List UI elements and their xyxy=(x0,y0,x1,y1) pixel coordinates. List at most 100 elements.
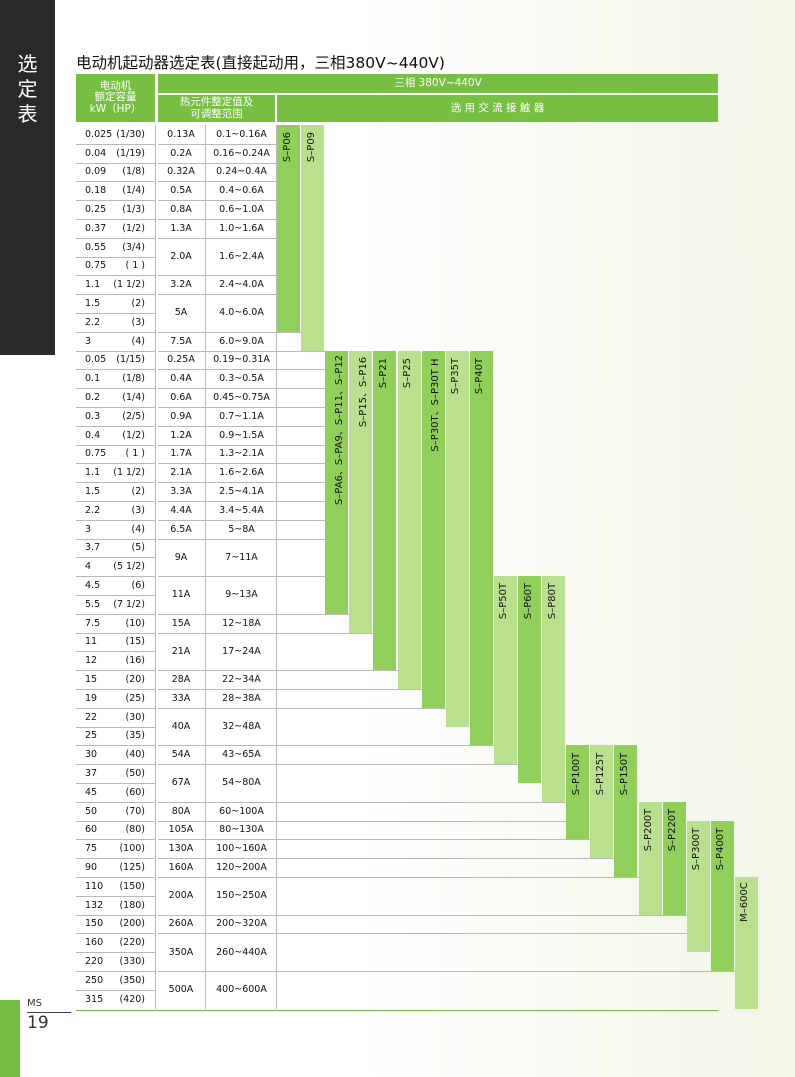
motor-kw: 0.05 xyxy=(85,354,107,366)
thermal-line xyxy=(158,331,276,333)
row-line xyxy=(76,331,155,333)
row-line xyxy=(76,707,155,709)
motor-hp: (220) xyxy=(119,937,145,949)
thermal-rating: 21A xyxy=(171,645,191,657)
motor-kw: 0.3 xyxy=(85,410,101,422)
contactor-bar xyxy=(301,125,325,351)
row-line xyxy=(76,839,155,841)
thermal-line xyxy=(158,538,276,540)
contactor-bar xyxy=(325,350,349,614)
range-line xyxy=(276,971,735,972)
motor-hp: (30) xyxy=(125,711,145,723)
thermal-range: 32~48A xyxy=(222,721,261,733)
header-thermal-line2: 可调整范围 xyxy=(190,107,243,120)
thermal-rating: 260A xyxy=(168,918,194,930)
footer-divider xyxy=(27,1012,71,1013)
row-line xyxy=(76,914,155,916)
thermal-line xyxy=(158,877,276,878)
row-line xyxy=(76,783,155,784)
motor-hp: ( 1 ) xyxy=(125,260,146,272)
thermal-line xyxy=(158,745,276,747)
motor-hp: (70) xyxy=(125,805,145,817)
row-line xyxy=(76,971,155,972)
contactor-label: S–P25 xyxy=(402,357,414,388)
thermal-line xyxy=(158,839,276,841)
contactor-label: S–P09 xyxy=(305,131,317,163)
thermal-range: 100~160A xyxy=(216,843,267,855)
row-line xyxy=(76,651,155,653)
thermal-line xyxy=(158,689,276,690)
contactor-bar xyxy=(469,350,493,746)
contactor-label: S–P400T xyxy=(715,827,727,871)
thermal-rating: 33A xyxy=(171,692,191,704)
range-line xyxy=(276,933,687,935)
row-line xyxy=(76,952,155,954)
thermal-range: 0.16~0.24A xyxy=(213,147,270,159)
motor-hp: (15) xyxy=(125,636,145,648)
range-line xyxy=(276,914,687,916)
thermal-range: 1.0~1.6A xyxy=(219,222,264,234)
range-line xyxy=(276,858,615,860)
range-line xyxy=(276,576,326,578)
row-line xyxy=(76,143,155,145)
contactor-label: S–P30T、S–P30T H xyxy=(430,358,442,452)
motor-kw: 0.2 xyxy=(85,392,101,404)
thermal-rating: 40A xyxy=(171,721,191,733)
contactor-bar xyxy=(734,877,758,1009)
header-motor: 电动机 额定容量 kW（HP） xyxy=(76,74,155,122)
thermal-range: 1.6~2.6A xyxy=(219,467,264,479)
thermal-range: 2.5~4.1A xyxy=(219,486,264,498)
motor-kw: 1.1 xyxy=(85,279,101,291)
motor-hp: (6) xyxy=(131,580,145,592)
row-line xyxy=(76,764,155,766)
motor-hp: (60) xyxy=(125,786,145,798)
row-line xyxy=(76,726,155,728)
thermal-line xyxy=(158,162,276,164)
motor-hp: (2) xyxy=(131,298,145,310)
contactor-bar xyxy=(566,745,590,840)
row-line xyxy=(76,613,155,615)
thermal-range: 2.4~4.0A xyxy=(219,279,264,291)
thermal-rating: 500A xyxy=(168,984,194,996)
motor-hp: (1/2) xyxy=(122,429,145,441)
motor-kw: 220 xyxy=(85,956,104,968)
range-line xyxy=(276,444,326,446)
thermal-rating: 5A xyxy=(174,307,188,319)
row-line xyxy=(76,501,155,502)
motor-hp: (40) xyxy=(125,749,145,761)
motor-kw: 132 xyxy=(85,899,104,911)
motor-kw: 0.37 xyxy=(85,222,107,234)
motor-kw: 60 xyxy=(85,824,98,836)
thermal-line xyxy=(158,181,276,183)
thermal-line xyxy=(158,143,276,145)
row-line xyxy=(76,313,155,314)
thermal-rating: 1.7A xyxy=(170,448,192,460)
thermal-range: 3.4~5.4A xyxy=(219,504,264,516)
range-line xyxy=(276,482,326,484)
thermal-line xyxy=(158,482,276,484)
thermal-range: 0.1~0.16A xyxy=(216,128,267,140)
thermal-range: 0.4~0.6A xyxy=(219,185,264,197)
row-line xyxy=(76,989,155,991)
thermal-range: 43~65A xyxy=(222,749,261,761)
thermal-line xyxy=(158,444,276,446)
motor-hp: (1/3) xyxy=(122,204,145,216)
range-line xyxy=(276,820,567,822)
header-motor-line2: 额定容量 xyxy=(94,91,137,104)
range-line xyxy=(276,801,567,803)
contactor-label: S–P125T xyxy=(594,752,606,796)
thermal-rating: 0.5A xyxy=(170,185,192,197)
range-line xyxy=(276,350,326,352)
motor-hp: (1/2) xyxy=(122,222,145,234)
thermal-range: 4.0~6.0A xyxy=(219,307,264,319)
thermal-line xyxy=(158,407,276,408)
motor-hp: (80) xyxy=(125,824,145,836)
side-tab xyxy=(0,0,55,355)
row-line xyxy=(76,219,155,220)
contactor-bar xyxy=(397,350,421,689)
contactor-label: S–P06 xyxy=(281,131,293,163)
motor-hp: (3) xyxy=(131,504,145,516)
thermal-rating: 1.2A xyxy=(170,429,192,441)
thermal-rating: 0.8A xyxy=(170,204,192,216)
col-divider xyxy=(276,125,277,1009)
